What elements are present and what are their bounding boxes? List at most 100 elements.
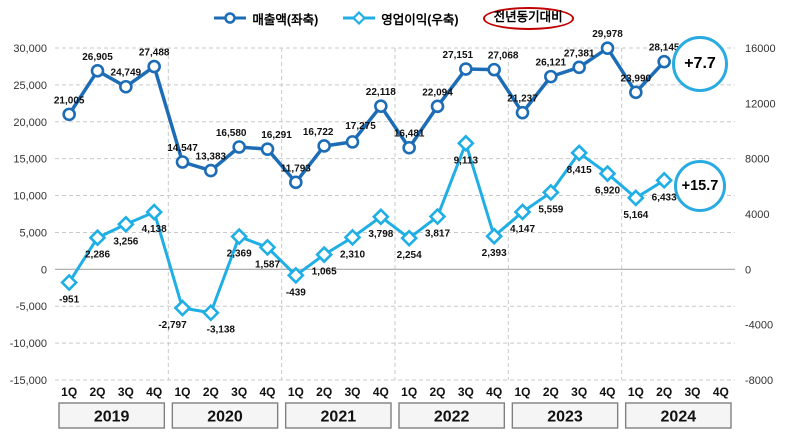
year-box xyxy=(398,402,506,429)
year-box xyxy=(511,402,619,429)
quarter-label: 4Q xyxy=(146,385,162,399)
revenue-point-marker xyxy=(119,79,133,94)
quarter-label: 2Q xyxy=(203,385,219,399)
profit-data-label: 5,164 xyxy=(623,210,648,221)
chart-legend: 매출액(좌축) 영업이익(우축) 전년동기대비 xyxy=(0,7,787,30)
right-axis-tick: 4000 xyxy=(745,209,769,221)
profit-data-label: 9,113 xyxy=(454,155,479,166)
revenue-data-label: 16,580 xyxy=(216,128,247,139)
quarter-label: 3Q xyxy=(118,385,134,399)
quarter-label: 4Q xyxy=(373,385,389,399)
revenue-point-marker xyxy=(289,175,303,190)
revenue-point-marker xyxy=(600,41,615,55)
revenue-point-marker xyxy=(544,69,558,84)
profit-point-marker xyxy=(116,215,135,234)
legend-label-profit: 영업이익(우축) xyxy=(381,12,459,27)
revenue-point-marker xyxy=(175,155,190,169)
profit-data-label: 2,286 xyxy=(85,250,110,261)
quarter-label: 3Q xyxy=(684,385,700,399)
revenue-data-label: 23,990 xyxy=(621,73,652,84)
profit-data-label: 3,256 xyxy=(113,236,138,247)
quarter-label: 3Q xyxy=(344,385,360,399)
profit-data-label: 2,393 xyxy=(482,248,507,259)
profit-yoy-callout: +15.7 xyxy=(674,160,726,212)
year-box xyxy=(624,402,732,429)
profit-data-label: -3,138 xyxy=(207,325,236,336)
revenue-yoy-callout: +7.7 xyxy=(672,36,728,92)
profit-point-marker xyxy=(626,189,645,207)
revenue-point-marker xyxy=(232,140,246,154)
quarter-label: 3Q xyxy=(231,385,247,399)
revenue-data-label: 27,381 xyxy=(564,48,595,59)
revenue-data-label: 27,151 xyxy=(443,50,474,61)
right-axis-tick: 8000 xyxy=(745,154,769,166)
profit-data-label: 4,147 xyxy=(510,224,535,235)
right-axis-tick: -8000 xyxy=(745,375,773,387)
quarter-label: 2Q xyxy=(656,385,672,399)
profit-data-label: 5,559 xyxy=(538,204,563,215)
profit-point-marker xyxy=(286,266,305,285)
revenue-data-label: 16,481 xyxy=(394,129,425,140)
revenue-data-label: 26,121 xyxy=(536,58,567,69)
revenue-point-marker xyxy=(204,163,218,178)
year-label: 2021 xyxy=(321,409,357,426)
year-box xyxy=(171,402,279,429)
revenue-point-marker xyxy=(260,142,275,156)
profit-data-label: 2,369 xyxy=(227,249,252,260)
profit-data-label: 2,310 xyxy=(340,249,365,260)
profit-data-label: 3,798 xyxy=(368,229,393,240)
profit-data-label: -439 xyxy=(286,287,306,298)
revenue-data-label: 27,068 xyxy=(488,51,519,62)
revenue-data-label: 28,145 xyxy=(649,43,680,54)
revenue-data-label: 27,488 xyxy=(139,48,170,59)
revenue-point-marker xyxy=(147,59,161,74)
profit-data-label: -2,797 xyxy=(158,320,187,331)
profit-data-label: 1,587 xyxy=(255,259,280,270)
quarter-label: 4Q xyxy=(713,385,729,399)
quarter-label: 2Q xyxy=(316,385,332,399)
profit-point-marker xyxy=(428,207,447,226)
profit-point-marker xyxy=(60,273,79,292)
left-axis-tick: -15,000 xyxy=(10,375,47,387)
profit-point-marker xyxy=(88,228,107,247)
right-axis-tick: -4000 xyxy=(745,320,773,332)
revenue-series-line xyxy=(67,46,666,185)
right-axis-tick: 16000 xyxy=(745,43,776,55)
profit-point-marker xyxy=(456,134,475,153)
quarter-label: 3Q xyxy=(571,385,587,399)
revenue-point-marker xyxy=(487,62,501,77)
revenue-data-label: 29,978 xyxy=(592,29,623,40)
profit-point-marker xyxy=(541,183,560,202)
quarter-label: 1Q xyxy=(628,385,644,399)
profit-point-marker xyxy=(230,227,249,246)
profit-data-label: -951 xyxy=(59,294,79,305)
revenue-point-marker xyxy=(572,60,586,75)
profit-point-marker xyxy=(513,203,532,221)
quarter-label: 1Q xyxy=(288,385,304,399)
left-axis-tick: 25,000 xyxy=(13,80,47,92)
profit-point-marker xyxy=(371,207,390,226)
revenue-point-marker xyxy=(374,99,388,113)
quarter-label: 1Q xyxy=(401,385,417,399)
profit-point-marker xyxy=(400,229,419,247)
quarter-label: 4Q xyxy=(599,385,615,399)
revenue-data-label: 26,905 xyxy=(82,52,113,63)
revenue-data-label: 24,749 xyxy=(111,68,142,79)
year-label: 2022 xyxy=(434,409,470,426)
revenue-line-marker-icon xyxy=(214,12,247,25)
quarter-label: 1Q xyxy=(61,385,77,399)
quarter-label: 2Q xyxy=(89,385,105,399)
revenue-data-label: 22,094 xyxy=(422,87,453,98)
profit-point-marker xyxy=(570,144,589,162)
revenue-data-label: 11,793 xyxy=(281,163,311,174)
revenue-point-marker xyxy=(317,139,331,153)
right-axis-tick: 12000 xyxy=(745,98,776,110)
left-axis-tick: 20,000 xyxy=(13,117,47,129)
legend-item-yoy: 전년동기대비 xyxy=(482,7,574,30)
revenue-point-marker xyxy=(459,62,473,76)
year-label: 2024 xyxy=(661,409,697,426)
legend-label-revenue: 매출액(좌축) xyxy=(252,12,319,27)
year-box xyxy=(58,402,166,429)
